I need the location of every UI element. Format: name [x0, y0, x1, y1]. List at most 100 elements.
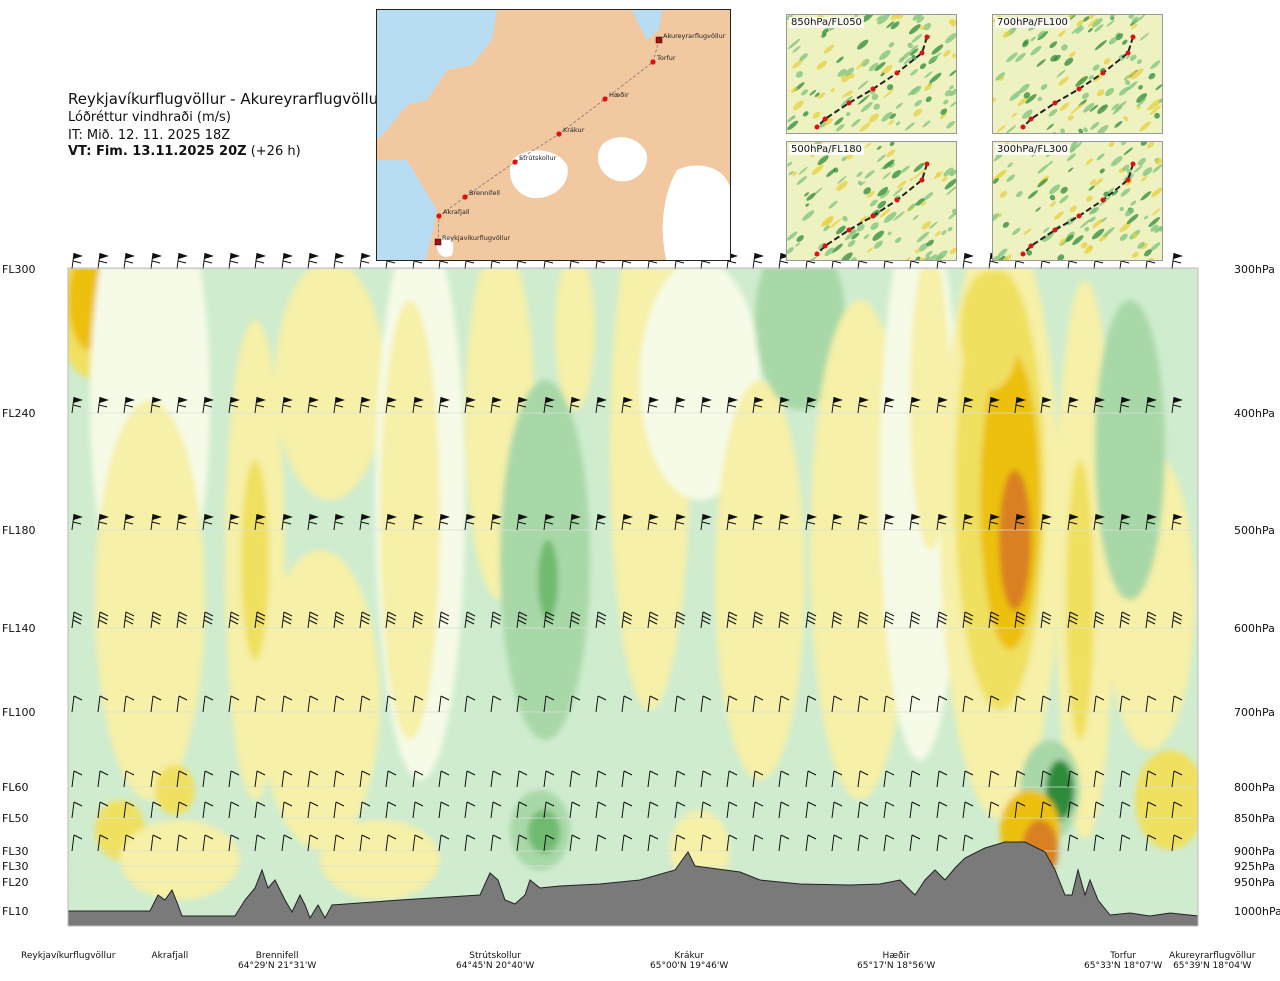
wind-barb: [176, 513, 188, 531]
fl-label: FL50: [2, 812, 28, 825]
wind-barb: [202, 801, 214, 819]
wind-barb: [1093, 801, 1105, 819]
wind-barb: [543, 396, 555, 414]
wind-barb: [752, 695, 764, 713]
wind-barb: [595, 770, 607, 788]
field-cell: [999, 470, 1031, 610]
hpa-label: 400hPa: [1234, 407, 1275, 420]
wind-barb: [1014, 695, 1026, 713]
wind-barb: [1014, 770, 1026, 788]
location-name: Strútskollur: [469, 951, 521, 961]
wind-barb: [1119, 396, 1131, 414]
wind-barb: [962, 695, 974, 713]
location-label: Reykjavíkurflugvöllur: [21, 951, 115, 961]
wind-barb: [647, 611, 659, 629]
wind-barb: [936, 801, 948, 819]
wind-barb: [1145, 396, 1157, 414]
location-name: Akureyrarflugvöllur: [1169, 951, 1256, 961]
wind-barb: [228, 611, 240, 629]
wind-barb: [71, 252, 83, 270]
wind-barb: [359, 513, 371, 531]
wind-barb: [621, 513, 633, 531]
wind-barb: [883, 834, 895, 852]
mini-map-500-label: 500hPa/FL180: [789, 144, 864, 155]
wind-barb: [883, 396, 895, 414]
wind-barb: [988, 396, 1000, 414]
wind-barb: [438, 513, 450, 531]
wind-barb: [1119, 513, 1131, 531]
wind-barb: [359, 801, 371, 819]
wind-barb: [254, 801, 266, 819]
location-coord: 65°00'N 19°46'W: [650, 961, 729, 971]
wind-barb: [307, 834, 319, 852]
wind-barb: [97, 801, 109, 819]
mini-map-500: 500hPa/FL180: [786, 141, 957, 261]
wind-barb: [883, 801, 895, 819]
wind-barb: [254, 396, 266, 414]
wind-barb: [726, 834, 738, 852]
wind-barb: [150, 513, 162, 531]
wind-barb: [831, 611, 843, 629]
wind-barb: [831, 396, 843, 414]
wind-barb: [464, 611, 476, 629]
wind-barb: [307, 513, 319, 531]
wind-barb: [359, 834, 371, 852]
wind-barb: [438, 770, 450, 788]
field-cell: [260, 550, 380, 850]
wind-barb: [1119, 801, 1131, 819]
wind-barb: [674, 801, 686, 819]
wind-barb: [883, 513, 895, 531]
wind-barb: [359, 611, 371, 629]
hpa-label: 1000hPa: [1234, 905, 1280, 918]
wind-barb: [71, 770, 83, 788]
wind-barb: [778, 770, 790, 788]
wind-barb: [543, 513, 555, 531]
wind-barb: [385, 770, 397, 788]
wind-barb: [333, 396, 345, 414]
wind-barb: [359, 252, 371, 270]
flight-level-axis: FL300 FL240 FL180 FL140 FL100 FL60 FL50 FL30 FL3…: [2, 263, 35, 918]
wind-barb: [254, 695, 266, 713]
location-name: Brennifell: [255, 951, 299, 961]
wind-barb: [962, 396, 974, 414]
wind-barb: [202, 513, 214, 531]
wind-barb: [778, 513, 790, 531]
wind-barb: [1171, 611, 1183, 629]
wind-barb: [281, 834, 293, 852]
wind-barb: [988, 611, 1000, 629]
wind-barb: [909, 396, 921, 414]
wind-barb: [726, 695, 738, 713]
wind-barb: [228, 834, 240, 852]
wind-barb: [1145, 611, 1157, 629]
wind-barb: [1093, 611, 1105, 629]
wind-barb: [936, 695, 948, 713]
wind-barb: [700, 770, 712, 788]
wind-barb: [778, 252, 790, 270]
hpa-label: 900hPa: [1234, 845, 1275, 858]
wind-barb: [97, 396, 109, 414]
wind-barb: [1171, 834, 1183, 852]
wind-barb: [150, 801, 162, 819]
wind-barb: [150, 695, 162, 713]
wind-barb: [464, 770, 476, 788]
wind-barb: [464, 396, 476, 414]
wind-barb: [1067, 801, 1079, 819]
wind-barb: [97, 513, 109, 531]
wind-barb: [883, 611, 895, 629]
vertical-velocity-field: [68, 268, 1198, 900]
terrain-profile: [67, 841, 1199, 927]
wind-barb: [1040, 801, 1052, 819]
wind-barb: [988, 770, 1000, 788]
wind-barb: [962, 252, 974, 270]
wind-barb: [412, 695, 424, 713]
wind-barb: [438, 801, 450, 819]
wind-barb: [857, 695, 869, 713]
wind-barb: [333, 695, 345, 713]
wind-barb: [150, 770, 162, 788]
wind-barb: [438, 834, 450, 852]
wind-barb: [1014, 611, 1026, 629]
wind-barb: [464, 801, 476, 819]
wind-barb: [805, 770, 817, 788]
map-station-label: Brennifell: [469, 189, 500, 197]
wind-barb: [778, 611, 790, 629]
